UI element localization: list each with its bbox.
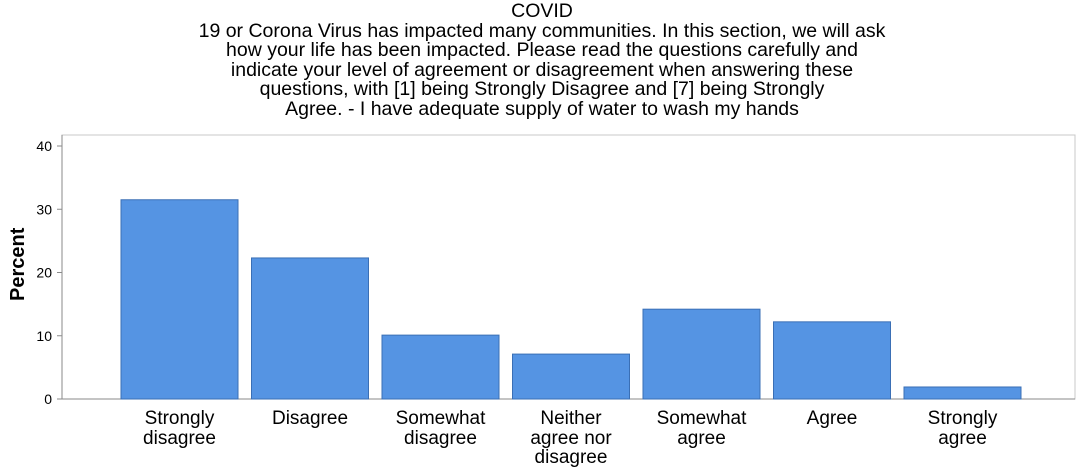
x-tick-label-line: Strongly bbox=[927, 408, 998, 429]
x-tick-label-line: disagree bbox=[143, 427, 216, 449]
x-tick-label-line: agree bbox=[938, 427, 987, 449]
x-tick-label: Strongly agree bbox=[893, 409, 1033, 448]
y-tick-label: 30 bbox=[36, 201, 52, 217]
bar bbox=[773, 321, 891, 400]
bar bbox=[251, 257, 369, 400]
chart-title-line: 19 or Corona Virus has impacted many com… bbox=[198, 19, 886, 42]
x-tick-label-line: Neither bbox=[540, 408, 602, 429]
bar bbox=[642, 308, 761, 400]
x-tick-label-line: Disagree bbox=[271, 408, 349, 429]
x-tick-label: Agree bbox=[762, 409, 902, 429]
y-axis-label: Percent bbox=[7, 227, 29, 301]
x-tick-label-line: Strongly bbox=[144, 408, 215, 429]
x-tick-label: Strongly disagree bbox=[110, 409, 250, 448]
y-tick-label: 0 bbox=[44, 391, 52, 407]
x-tick-label: Somewhat disagree bbox=[371, 409, 511, 448]
chart-title-line: questions, with [1] being Strongly Disag… bbox=[259, 78, 825, 100]
x-tick-label-line: Somewhat bbox=[656, 408, 747, 429]
chart-title-line: indicate your level of agreement or disa… bbox=[230, 58, 854, 81]
x-tick-label-line: agree bbox=[677, 427, 726, 449]
x-tick-label-line: disagree bbox=[534, 447, 608, 468]
y-tick-label: 10 bbox=[36, 328, 52, 344]
x-tick-label: Disagree bbox=[240, 409, 380, 429]
x-tick-label: Neither agree nor disagree bbox=[501, 409, 641, 468]
x-tick-label-line: Somewhat bbox=[395, 408, 486, 429]
chart-title: COVID 19 or Corona Virus has impacted ma… bbox=[0, 0, 1084, 120]
x-tick-label-line: disagree bbox=[404, 427, 477, 449]
chart-title-line: Agree. - I have adequate supply of water… bbox=[285, 97, 799, 120]
bar bbox=[903, 386, 1022, 400]
x-tick-label-line: agree nor bbox=[530, 427, 612, 449]
chart-title-line: how your life has been impacted. Please … bbox=[226, 39, 858, 61]
bar bbox=[381, 334, 500, 400]
y-tick-label: 20 bbox=[36, 265, 52, 281]
x-tick-label-line: Agree bbox=[806, 408, 858, 429]
y-tick-label: 40 bbox=[36, 138, 52, 154]
x-tick-label: Somewhat agree bbox=[632, 409, 772, 448]
bar bbox=[512, 353, 630, 400]
chart-title-line: COVID bbox=[511, 0, 573, 22]
bar bbox=[120, 199, 239, 400]
